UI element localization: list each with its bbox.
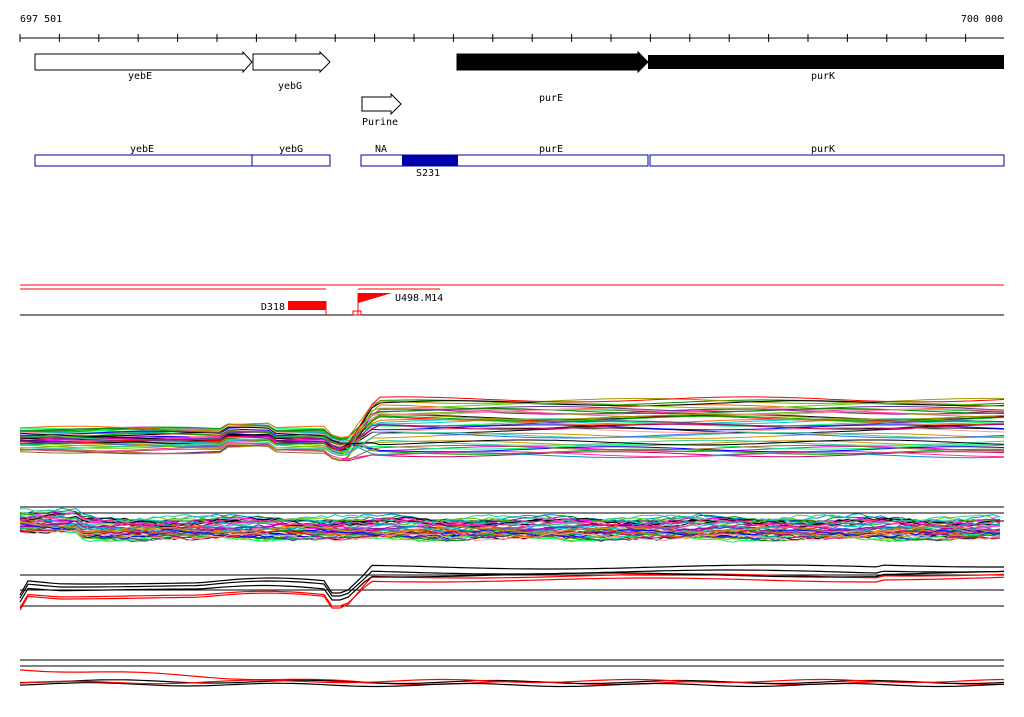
expression-line bbox=[19, 444, 1005, 462]
expression-track-2 bbox=[19, 506, 1004, 543]
transcript-track: yebE yebG NA purE S231 purK bbox=[34, 144, 1005, 179]
expression-line bbox=[19, 424, 1005, 449]
feature-label-u498: U498.M14 bbox=[395, 293, 443, 304]
feature-label-d318: D318 bbox=[261, 302, 285, 313]
expression-line bbox=[19, 444, 1005, 461]
gene-arrow-purK[interactable] bbox=[648, 55, 1004, 69]
expression-line bbox=[19, 576, 1005, 609]
gene-arrow-yebG[interactable] bbox=[252, 50, 331, 74]
expression-line bbox=[19, 508, 1001, 524]
expression-line bbox=[19, 682, 1005, 688]
ruler-end-label: 700 000 bbox=[961, 14, 1003, 25]
ruler: 697 501 700 000 bbox=[19, 14, 1004, 42]
expression-line bbox=[20, 679, 1005, 685]
feature-track: D318 U498.M14 bbox=[20, 284, 1004, 316]
expression-line bbox=[19, 432, 1005, 456]
gene-arrow-yebE[interactable] bbox=[34, 50, 253, 74]
expression-line bbox=[19, 415, 1005, 445]
ruler-ticks bbox=[19, 34, 967, 42]
transcript-label-purE: purE bbox=[539, 144, 563, 155]
expression-line bbox=[19, 510, 1001, 525]
expression-line bbox=[19, 573, 1005, 611]
expression-line bbox=[19, 396, 1005, 451]
expression-line bbox=[19, 423, 1005, 455]
gene-label-yebG: yebG bbox=[278, 81, 302, 92]
expression-line bbox=[19, 408, 1005, 441]
gene-arrow-purE[interactable] bbox=[456, 50, 649, 74]
expression-line bbox=[19, 424, 1005, 446]
gene-track: yebE yebG purE purK bbox=[34, 50, 1004, 104]
expression-line bbox=[19, 432, 1005, 455]
transcript-purK[interactable] bbox=[649, 154, 1005, 167]
feature-block-d318[interactable] bbox=[288, 301, 326, 310]
transcript-yebG[interactable] bbox=[251, 154, 331, 167]
expression-line bbox=[19, 678, 1005, 685]
expression-track-1 bbox=[19, 396, 1005, 462]
transcript-label-yebG: yebG bbox=[279, 144, 303, 155]
expression-line bbox=[19, 520, 1001, 535]
expression-line bbox=[19, 512, 1001, 528]
expression-track-3 bbox=[19, 564, 1005, 611]
expression-line bbox=[19, 402, 1005, 456]
expression-line bbox=[19, 426, 1005, 446]
ruler-start-label: 697 501 bbox=[20, 14, 62, 25]
transcript-label-purK: purK bbox=[811, 144, 835, 155]
expression-line bbox=[19, 569, 1005, 599]
highlight-region[interactable] bbox=[402, 155, 458, 166]
expression-line bbox=[19, 408, 1005, 450]
transcript-na[interactable] bbox=[360, 154, 649, 167]
expression-line bbox=[19, 413, 1005, 462]
expression-line bbox=[19, 529, 1001, 542]
expression-line bbox=[19, 418, 1005, 438]
promoter-arrow[interactable] bbox=[361, 92, 402, 116]
gene-label-purE: purE bbox=[539, 93, 563, 104]
expression-line bbox=[19, 441, 1005, 460]
feature-flag-base bbox=[352, 310, 362, 316]
expression-track-4 bbox=[19, 659, 1005, 688]
transcript-label-yebE: yebE bbox=[130, 144, 154, 155]
gene-label-yebE: yebE bbox=[128, 71, 152, 82]
expression-line bbox=[19, 570, 1005, 603]
transcript-label-na: NA bbox=[375, 144, 387, 155]
expression-line bbox=[19, 523, 1001, 539]
expression-line bbox=[19, 521, 1001, 536]
transcript-yebE[interactable] bbox=[34, 154, 253, 167]
expression-line bbox=[19, 564, 1004, 596]
highlight-label: S231 bbox=[416, 168, 440, 179]
gene-label-purK: purK bbox=[811, 71, 835, 82]
expression-line bbox=[19, 406, 1005, 462]
feature-flag-u498[interactable] bbox=[358, 293, 392, 303]
promoter-track: Purine bbox=[361, 92, 402, 128]
promoter-label: Purine bbox=[362, 117, 398, 128]
